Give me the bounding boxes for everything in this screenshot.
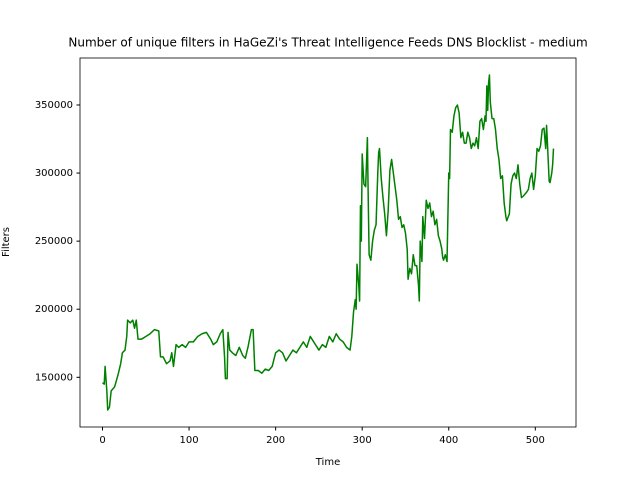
y-axis-label: Filters <box>1 227 12 257</box>
y-tick-label: 150000 <box>35 372 73 383</box>
x-axis-label: Time <box>315 457 340 468</box>
data-line <box>102 74 555 411</box>
axes-frame <box>79 57 577 428</box>
chart-title: Number of unique filters in HaGeZi's Thr… <box>68 36 587 50</box>
x-tick-label: 100 <box>180 435 199 446</box>
y-tick-label: 350000 <box>35 100 73 111</box>
x-tick-label: 0 <box>99 435 105 446</box>
x-tick-label: 500 <box>526 435 545 446</box>
x-tick-label: 200 <box>266 435 285 446</box>
x-tick-label: 300 <box>353 435 372 446</box>
y-tick-label: 300000 <box>35 168 73 179</box>
y-tick-label: 200000 <box>35 304 73 315</box>
y-tick-label: 250000 <box>35 236 73 247</box>
x-tick-label: 400 <box>439 435 458 446</box>
